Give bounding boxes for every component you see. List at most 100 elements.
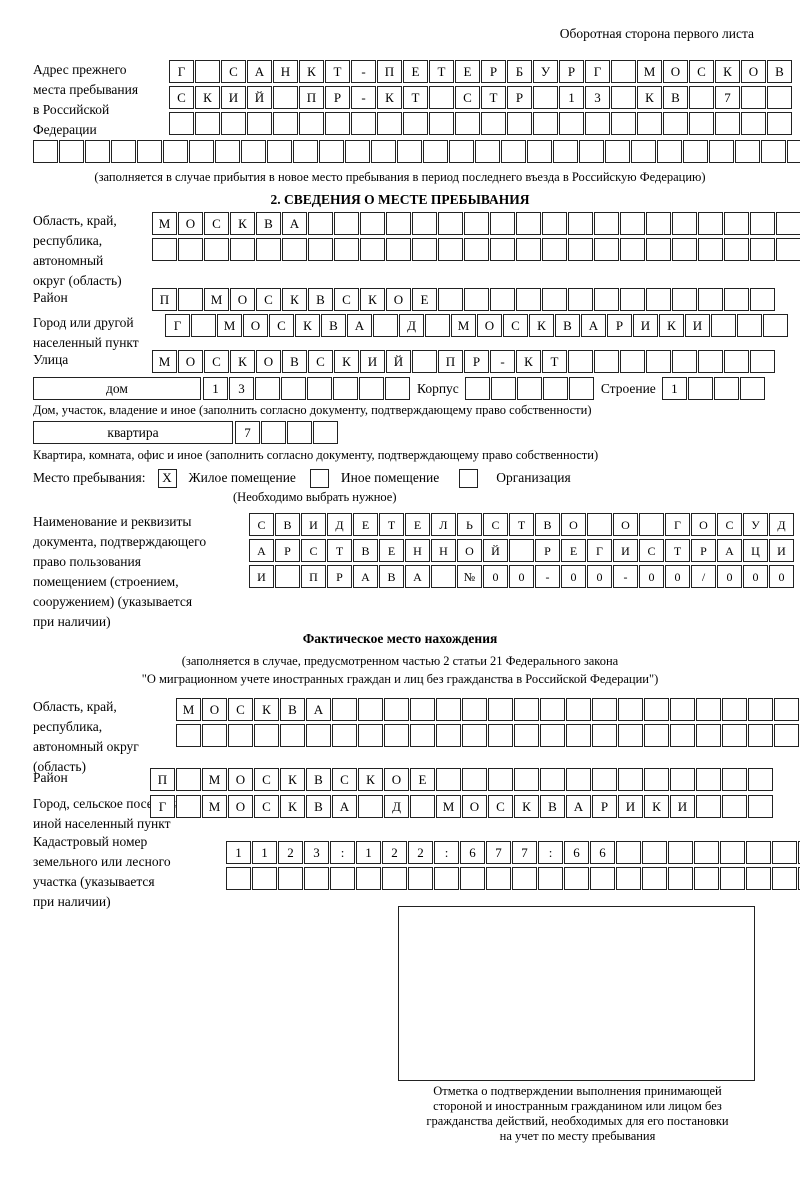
input-cell[interactable]: Р — [507, 86, 532, 109]
input-cell[interactable] — [698, 238, 723, 261]
input-cell[interactable]: О — [256, 350, 281, 373]
input-cell[interactable] — [644, 768, 669, 791]
section2-region-row-2[interactable] — [152, 238, 800, 261]
input-cell[interactable]: Т — [325, 60, 350, 83]
input-cell[interactable] — [434, 867, 459, 890]
input-cell[interactable]: 3 — [585, 86, 610, 109]
input-cell[interactable] — [345, 140, 370, 163]
input-cell[interactable]: - — [613, 565, 638, 588]
input-cell[interactable] — [611, 60, 636, 83]
input-cell[interactable]: / — [691, 565, 716, 588]
input-cell[interactable]: М — [217, 314, 242, 337]
input-cell[interactable]: Е — [410, 768, 435, 791]
input-cell[interactable] — [696, 768, 721, 791]
input-cell[interactable] — [460, 867, 485, 890]
input-cell[interactable] — [514, 698, 539, 721]
input-cell[interactable] — [293, 140, 318, 163]
input-cell[interactable]: 1 — [356, 841, 381, 864]
input-cell[interactable]: 1 — [252, 841, 277, 864]
input-cell[interactable] — [85, 140, 110, 163]
input-cell[interactable] — [687, 377, 713, 400]
input-cell[interactable] — [514, 724, 539, 747]
input-cell[interactable]: И — [221, 86, 246, 109]
input-cell[interactable]: А — [282, 212, 307, 235]
input-cell[interactable] — [176, 795, 201, 818]
input-cell[interactable] — [767, 86, 792, 109]
input-cell[interactable]: Ц — [743, 539, 768, 562]
input-cell[interactable]: О — [386, 288, 411, 311]
input-cell[interactable] — [230, 238, 255, 261]
input-cell[interactable] — [750, 212, 775, 235]
input-cell[interactable]: И — [249, 565, 274, 588]
input-cell[interactable]: Л — [431, 513, 456, 536]
input-cell[interactable] — [637, 112, 662, 135]
input-cell[interactable] — [464, 288, 489, 311]
input-cell[interactable]: В — [306, 768, 331, 791]
input-cell[interactable] — [616, 867, 641, 890]
input-cell[interactable] — [438, 212, 463, 235]
input-cell[interactable] — [306, 724, 331, 747]
input-cell[interactable]: Г — [587, 539, 612, 562]
input-cell[interactable]: Т — [509, 513, 534, 536]
stay-type-checkbox-residential[interactable]: X — [157, 468, 177, 488]
input-cell[interactable] — [711, 314, 736, 337]
input-cell[interactable] — [273, 112, 298, 135]
input-cell[interactable]: М — [637, 60, 662, 83]
input-cell[interactable]: О — [477, 314, 502, 337]
input-cell[interactable] — [412, 238, 437, 261]
input-cell[interactable] — [568, 212, 593, 235]
input-cell[interactable]: С — [169, 86, 194, 109]
input-cell[interactable] — [553, 140, 578, 163]
input-cell[interactable] — [464, 212, 489, 235]
prev-address-row-3[interactable] — [169, 112, 793, 135]
input-cell[interactable] — [169, 112, 194, 135]
input-cell[interactable]: 1 — [226, 841, 251, 864]
input-cell[interactable] — [620, 238, 645, 261]
input-cell[interactable] — [776, 212, 800, 235]
input-cell[interactable]: К — [659, 314, 684, 337]
input-cell[interactable] — [670, 768, 695, 791]
input-cell[interactable]: Й — [247, 86, 272, 109]
input-cell[interactable]: И — [618, 795, 643, 818]
input-cell[interactable]: П — [299, 86, 324, 109]
input-cell[interactable]: О — [462, 795, 487, 818]
input-cell[interactable]: К — [195, 86, 220, 109]
input-cell[interactable] — [464, 377, 490, 400]
input-cell[interactable]: Г — [169, 60, 194, 83]
input-cell[interactable] — [481, 112, 506, 135]
input-cell[interactable]: К — [529, 314, 554, 337]
input-cell[interactable]: О — [691, 513, 716, 536]
input-cell[interactable]: 0 — [769, 565, 794, 588]
input-cell[interactable] — [663, 112, 688, 135]
input-cell[interactable] — [384, 724, 409, 747]
input-cell[interactable]: Б — [507, 60, 532, 83]
input-cell[interactable] — [436, 698, 461, 721]
input-cell[interactable] — [299, 112, 324, 135]
input-cell[interactable] — [307, 377, 332, 400]
input-cell[interactable]: Г — [150, 795, 175, 818]
input-cell[interactable] — [722, 795, 747, 818]
input-cell[interactable]: Т — [542, 350, 567, 373]
input-cell[interactable] — [254, 724, 279, 747]
input-cell[interactable] — [722, 768, 747, 791]
input-cell[interactable] — [273, 86, 298, 109]
input-cell[interactable]: Е — [353, 513, 378, 536]
input-cell[interactable]: Е — [412, 288, 437, 311]
input-cell[interactable] — [516, 238, 541, 261]
input-cell[interactable]: С — [332, 768, 357, 791]
input-cell[interactable]: Р — [275, 539, 300, 562]
input-cell[interactable]: М — [152, 350, 177, 373]
input-cell[interactable]: А — [581, 314, 606, 337]
input-cell[interactable]: С — [228, 698, 253, 721]
input-cell[interactable] — [748, 724, 773, 747]
input-cell[interactable]: С — [455, 86, 480, 109]
input-cell[interactable] — [512, 867, 537, 890]
input-cell[interactable] — [533, 86, 558, 109]
input-cell[interactable]: В — [275, 513, 300, 536]
input-cell[interactable]: Р — [464, 350, 489, 373]
input-cell[interactable] — [724, 238, 749, 261]
input-cell[interactable]: О — [741, 60, 766, 83]
input-cell[interactable]: 0 — [561, 565, 586, 588]
